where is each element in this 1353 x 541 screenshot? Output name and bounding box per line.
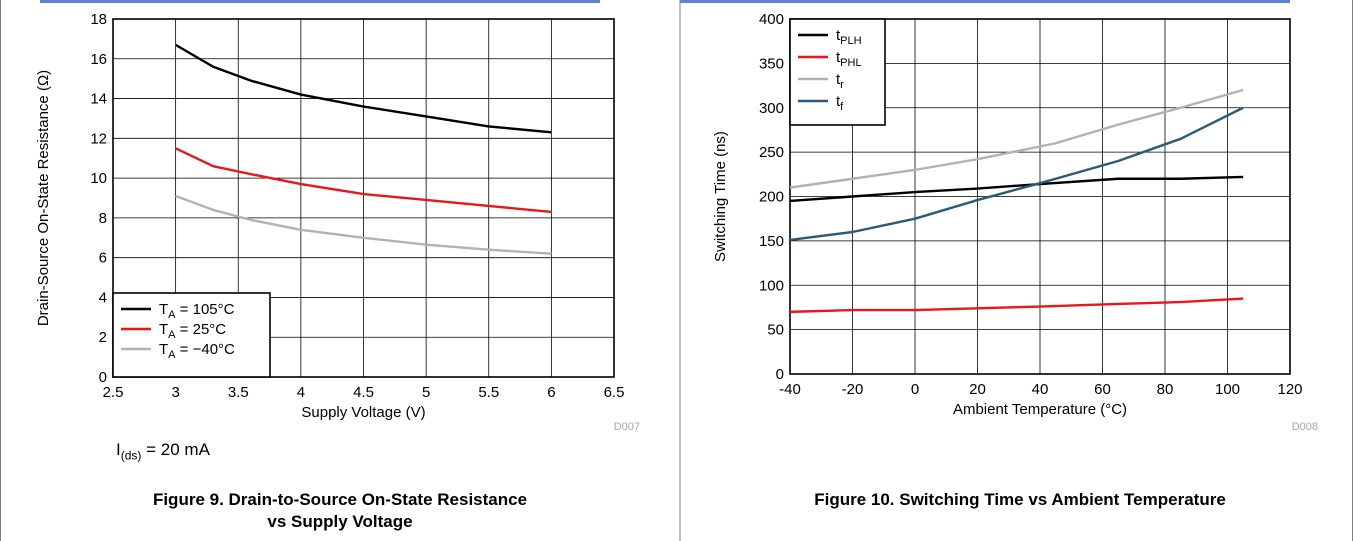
condition-value: = 20 mA xyxy=(141,440,210,459)
plot-frame xyxy=(112,18,615,378)
y-tick-label: 400 xyxy=(759,11,784,28)
chart-switching-time-vs-temperature: -40 -20 0 20 40 60 80 100 120 0 50 100 150 200 250 300 3… xyxy=(712,11,1303,418)
legend-label: TA = −40°C xyxy=(159,341,235,361)
legend-label: tf xyxy=(836,93,844,113)
y-tick-label: 18 xyxy=(90,11,107,28)
y-tick-label: 14 xyxy=(90,91,107,108)
x-tick-label: 100 xyxy=(1215,381,1240,398)
legend-label: tPHL xyxy=(836,49,862,69)
y-tick-label: 350 xyxy=(759,55,784,72)
series-line xyxy=(789,106,1244,242)
x-tick-label: 0 xyxy=(911,381,919,398)
legend-label: TA = 25°C xyxy=(159,321,226,341)
y-axis-label: Drain-Source On-State Resistance (Ω) xyxy=(35,70,52,326)
legend-label: TA = 105°C xyxy=(159,301,235,321)
x-tick-label: -20 xyxy=(842,381,864,398)
y-tick-label: 4 xyxy=(99,289,107,306)
x-tick-label: 2.5 xyxy=(103,384,124,401)
x-tick-label: 4 xyxy=(297,384,305,401)
y-axis-label: Switching Time (ns) xyxy=(712,131,729,262)
y-tick-label: 8 xyxy=(99,210,107,227)
x-tick-label: 3 xyxy=(171,384,179,401)
figure-10-caption: Figure 10. Switching Time vs Ambient Tem… xyxy=(814,490,1226,509)
y-tick-label: 200 xyxy=(759,189,784,206)
series-line xyxy=(789,175,1244,203)
x-tick-label: 20 xyxy=(969,381,986,398)
x-tick-label: 80 xyxy=(1157,381,1174,398)
condition-subscript: (ds) xyxy=(120,448,142,463)
series-line xyxy=(175,43,552,134)
x-tick-label: 6.5 xyxy=(604,384,625,401)
series-line xyxy=(789,88,1244,189)
y-tick-label: 100 xyxy=(759,277,784,294)
legend-label: tr xyxy=(836,71,844,91)
x-tick-label: 6 xyxy=(547,384,555,401)
y-tick-label: 12 xyxy=(90,130,107,147)
figure-code: D008 xyxy=(1292,421,1318,433)
x-tick-label: 3.5 xyxy=(228,384,249,401)
figure-9-caption: Figure 9. Drain-to-Source On-State Resis… xyxy=(60,489,620,533)
series-line xyxy=(175,194,552,255)
y-tick-label: 250 xyxy=(759,144,784,161)
legend-box xyxy=(112,292,271,378)
test-condition-note: I(ds) = 20 mA xyxy=(116,440,210,462)
y-tick-label: 6 xyxy=(99,250,107,267)
x-tick-label: 5 xyxy=(422,384,430,401)
caption-line: vs Supply Voltage xyxy=(267,512,413,531)
series-line xyxy=(175,147,552,214)
series-line xyxy=(789,297,1244,314)
top-link-strip xyxy=(0,0,1353,5)
x-axis-label: Ambient Temperature (°C) xyxy=(953,401,1127,418)
legend-box xyxy=(789,18,886,126)
chart-resistance-vs-voltage: 2.5 3 3.5 4 4.5 5 5.5 6 6.5 0 2 4 6 8 10 12 14 16 18 Supply… xyxy=(35,11,624,421)
y-tick-label: 10 xyxy=(90,170,107,187)
y-tick-label: 50 xyxy=(767,322,784,339)
y-tick-label: 150 xyxy=(759,233,784,250)
x-tick-label: 60 xyxy=(1094,381,1111,398)
x-tick-label: 5.5 xyxy=(478,384,499,401)
x-tick-label: 120 xyxy=(1277,381,1302,398)
y-tick-label: 2 xyxy=(99,329,107,346)
x-axis-label: Supply Voltage (V) xyxy=(301,404,425,421)
x-tick-label: -40 xyxy=(779,381,801,398)
y-tick-label: 16 xyxy=(90,51,107,68)
y-tick-label: 0 xyxy=(99,369,107,386)
x-tick-label: 4.5 xyxy=(353,384,374,401)
figure-code: D007 xyxy=(614,421,640,433)
condition-symbol: I xyxy=(116,440,121,459)
legend-label: tPLH xyxy=(836,27,862,47)
y-tick-label: 300 xyxy=(759,100,784,117)
y-tick-label: 0 xyxy=(776,366,784,383)
caption-line: Figure 9. Drain-to-Source On-State Resis… xyxy=(152,490,528,509)
plot-frame xyxy=(789,18,1291,375)
x-tick-label: 40 xyxy=(1032,381,1049,398)
